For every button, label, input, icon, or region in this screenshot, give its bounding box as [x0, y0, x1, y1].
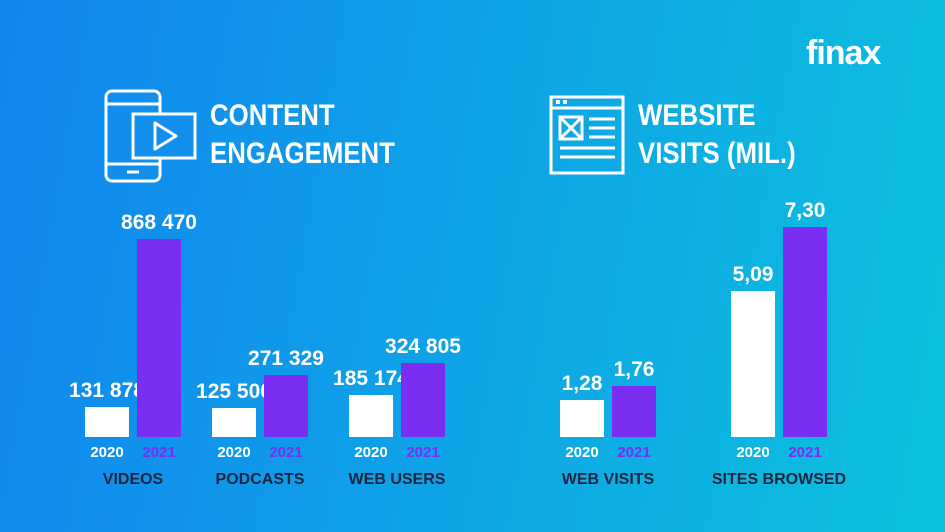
section-title-content: CONTENT ENGAGEMENT: [210, 97, 395, 173]
category-label: VIDEOS: [103, 471, 164, 488]
section-title-line: WEBSITE: [638, 99, 756, 132]
value-label: 1,28: [562, 372, 603, 395]
phone-video-icon: [104, 89, 197, 183]
bar-2020: [560, 400, 604, 437]
year-label: 2021: [617, 444, 650, 461]
value-label: 125 500: [196, 380, 272, 403]
section-title-line: CONTENT: [210, 99, 335, 132]
section-title-line: ENGAGEMENT: [210, 137, 395, 170]
bar-2020: [731, 291, 775, 437]
value-label: 1,76: [614, 358, 655, 381]
year-label: 2021: [269, 444, 302, 461]
year-label: 2020: [354, 444, 387, 461]
year-label: 2020: [736, 444, 769, 461]
bar-2021: [401, 363, 445, 437]
category-label: WEB VISITS: [562, 471, 655, 488]
value-label: 271 329: [248, 347, 324, 370]
brand-logo: finax: [806, 34, 881, 72]
value-label: 131 878: [69, 379, 145, 402]
bar-2020: [85, 407, 129, 437]
year-label: 2020: [90, 444, 123, 461]
year-label: 2020: [217, 444, 250, 461]
category-label: SITES BROWSED: [712, 471, 846, 488]
browser-window-icon: [549, 95, 625, 175]
bar-2021: [137, 239, 181, 437]
year-label: 2021: [406, 444, 439, 461]
section-title-line: VISITS (MIL.): [638, 137, 796, 170]
value-label: 185 174: [333, 367, 409, 390]
category-label: WEB USERS: [349, 471, 446, 488]
bar-2021: [612, 386, 656, 437]
section-title-website: WEBSITE VISITS (MIL.): [638, 97, 796, 173]
year-label: 2020: [565, 444, 598, 461]
value-label: 868 470: [121, 211, 197, 234]
year-label: 2021: [142, 444, 175, 461]
value-label: 324 805: [385, 335, 461, 358]
bar-2021: [264, 375, 308, 437]
bar-2020: [212, 408, 256, 437]
bar-2020: [349, 395, 393, 437]
value-label: 7,30: [785, 199, 826, 222]
category-label: PODCASTS: [216, 471, 305, 488]
bar-2021: [783, 227, 827, 437]
year-label: 2021: [788, 444, 821, 461]
value-label: 5,09: [733, 263, 774, 286]
